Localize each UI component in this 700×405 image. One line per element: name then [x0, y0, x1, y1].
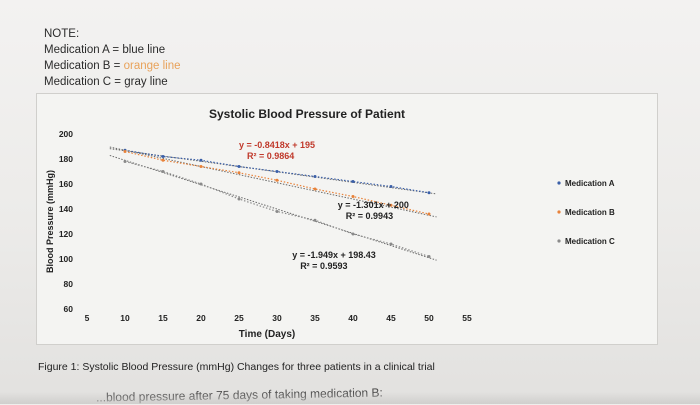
x-tick-label: 5	[85, 313, 90, 323]
legend-marker	[557, 239, 561, 243]
chart-title: Systolic Blood Pressure of Patient	[209, 107, 405, 121]
legend-label: Medication B	[565, 208, 615, 217]
note-line-a: Medication A = blue line	[44, 44, 166, 56]
trendline	[109, 154, 437, 261]
note-line-c: Medication C = gray line	[44, 76, 168, 88]
legend-label: Medication A	[565, 179, 615, 188]
figure-caption: Figure 1: Systolic Blood Pressure (mmHg)…	[38, 361, 435, 373]
y-tick-label: 140	[59, 204, 73, 214]
data-point	[313, 218, 317, 222]
equation-label: y = -0.8418x + 195	[239, 140, 315, 150]
chart-svg: Systolic Blood Pressure of Patient 60 80 10…	[45, 107, 615, 340]
data-point	[275, 210, 279, 213]
equation-label: y = -1.301x + 200	[338, 200, 409, 210]
y-tick-label: 160	[59, 179, 73, 189]
x-tick-label: 25	[234, 313, 244, 323]
data-point	[237, 197, 241, 201]
equation-label: y = -1.949x + 198.43	[292, 250, 376, 260]
y-tick-label: 100	[59, 254, 73, 264]
y-tick-label: 80	[64, 279, 74, 289]
x-tick-label: 45	[386, 313, 396, 323]
data-point	[123, 150, 127, 153]
note-block: NOTE: Medication A = blue line Medicatio…	[44, 26, 181, 90]
series-line	[124, 150, 430, 215]
data-point	[199, 158, 203, 162]
data-point	[351, 180, 355, 183]
data-point	[351, 195, 355, 198]
data-point	[199, 182, 203, 186]
y-axis-label: Blood Pressure (mmHg)	[45, 170, 55, 273]
data-point	[237, 165, 241, 168]
r-squared-label: R² = 0.9593	[300, 261, 347, 271]
legend-marker	[557, 210, 561, 214]
data-point	[161, 155, 165, 158]
data-point	[427, 255, 431, 258]
data-point	[161, 170, 165, 173]
x-tick-label: 15	[158, 313, 168, 323]
note-line-b-color: orange line	[123, 60, 181, 72]
y-tick-label: 120	[59, 229, 73, 239]
data-point	[275, 178, 279, 182]
y-tick-label: 60	[64, 304, 74, 314]
x-tick-label: 35	[310, 313, 320, 323]
data-point	[275, 170, 279, 173]
data-point	[389, 185, 393, 188]
r-squared-label: R² = 0.9943	[346, 211, 393, 221]
data-point	[389, 242, 393, 246]
r-squared-label: R² = 0.9864	[247, 151, 294, 161]
note-line-b: Medication B = orange line	[44, 58, 181, 74]
note-title: NOTE:	[44, 28, 80, 40]
x-tick-label: 40	[348, 313, 358, 323]
y-tick-label: 180	[59, 154, 73, 164]
legend-marker	[557, 181, 561, 185]
data-point	[237, 171, 241, 175]
data-point	[123, 160, 127, 163]
data-point	[389, 203, 393, 207]
legend-label: Medication C	[565, 237, 615, 246]
data-point	[351, 232, 355, 236]
chart-panel: Systolic Blood Pressure of Patient 60 80 10…	[36, 93, 658, 345]
x-tick-label: 55	[462, 313, 472, 323]
data-point	[313, 187, 317, 191]
x-tick-label: 50	[424, 313, 434, 323]
data-point	[199, 165, 203, 168]
y-tick-label: 200	[59, 129, 73, 139]
data-point	[427, 191, 431, 195]
data-point	[161, 158, 165, 162]
x-axis-label: Time (Days)	[239, 329, 296, 340]
x-tick-label: 20	[196, 313, 206, 323]
data-point	[313, 175, 317, 178]
note-line-b-prefix: Medication B =	[44, 60, 124, 72]
data-point	[427, 212, 431, 216]
x-tick-label: 10	[120, 313, 130, 323]
x-tick-label: 30	[272, 313, 282, 323]
page-shadow	[0, 392, 700, 404]
